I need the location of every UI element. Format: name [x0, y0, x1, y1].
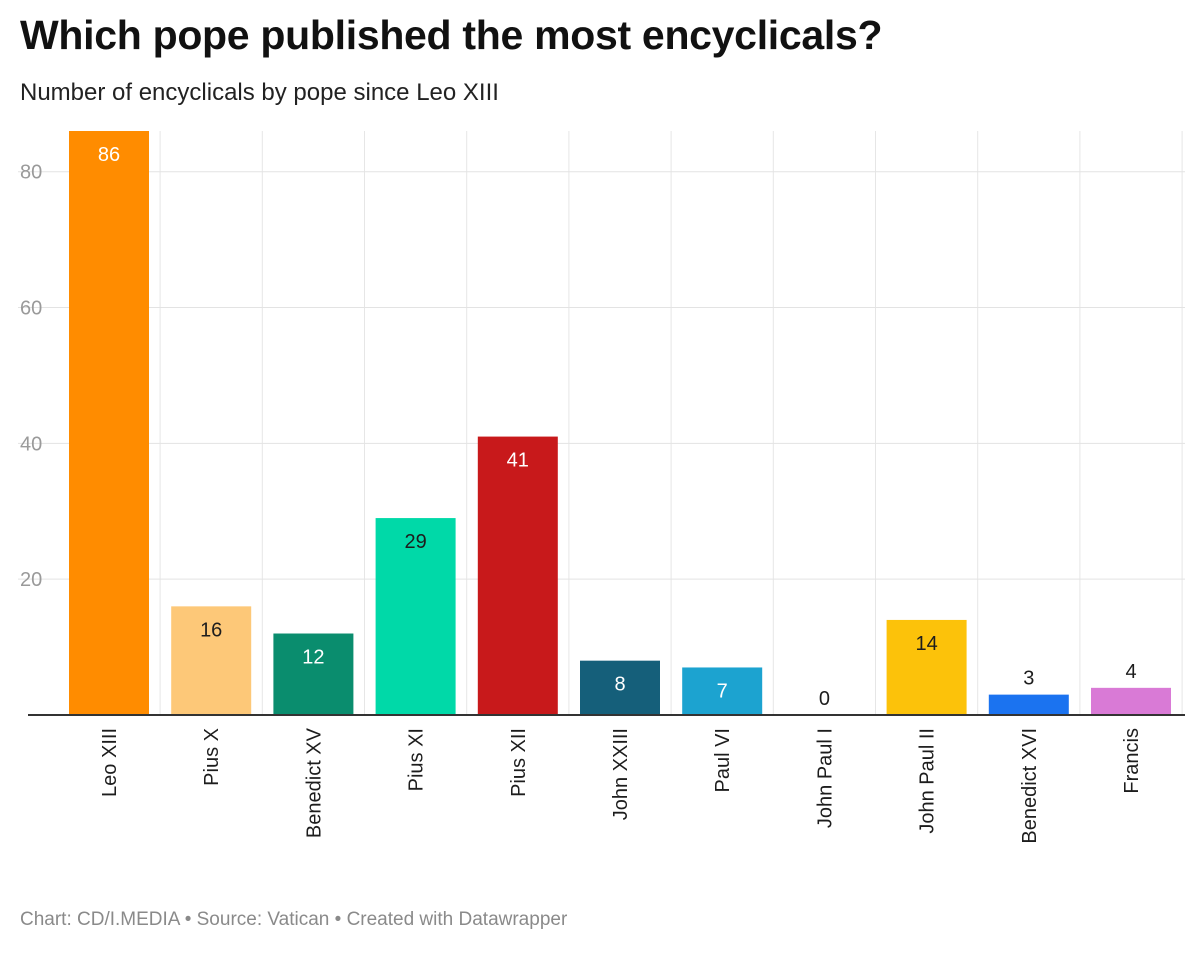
x-category-label: Paul VI	[712, 728, 734, 792]
bar-value-label: 14	[915, 633, 937, 655]
bar	[171, 606, 252, 715]
bar-value-label: 29	[404, 531, 426, 553]
x-category-label: Leo XIII	[99, 728, 121, 797]
bar	[1091, 687, 1171, 715]
x-category-label: John XXIII	[610, 728, 632, 820]
bar	[273, 633, 354, 715]
bar	[580, 660, 660, 715]
bars	[69, 131, 1171, 715]
x-category-label: Francis	[1121, 728, 1143, 794]
chart-subtitle: Number of encyclicals by pope since Leo …	[20, 79, 499, 106]
y-tick-label: 40	[20, 433, 42, 455]
bar-value-label: 16	[200, 619, 222, 641]
x-category-label: Pius XII	[508, 728, 530, 797]
bar-value-label: 4	[1125, 661, 1136, 683]
x-category-label: Benedict XV	[303, 727, 325, 838]
y-tick-label: 20	[20, 569, 42, 591]
bar-value-label: 8	[614, 674, 625, 696]
y-tick-label: 60	[20, 298, 42, 320]
bar-value-label: 86	[98, 144, 120, 166]
chart-title: Which pope published the most encyclical…	[20, 12, 883, 58]
footer-credits: Chart: CD/I.MEDIA • Source: Vatican • Cr…	[20, 909, 568, 930]
bar	[886, 619, 967, 715]
x-category-label: Benedict XVI	[1019, 728, 1041, 844]
bar-value-label: 7	[717, 680, 728, 702]
bar	[477, 436, 558, 715]
bar	[682, 667, 763, 715]
bar	[988, 694, 1069, 715]
bar-value-label: 3	[1023, 668, 1034, 690]
bar	[375, 518, 456, 715]
bar-value-label: 12	[302, 647, 324, 669]
bar-value-label: 41	[507, 450, 529, 472]
gridlines	[18, 131, 1185, 715]
x-category-label: Pius XI	[406, 728, 428, 791]
x-category-label: John Paul I	[814, 728, 836, 828]
bar-value-label: 0	[819, 688, 830, 710]
x-category-label: John Paul II	[917, 728, 939, 834]
y-tick-label: 80	[20, 162, 42, 184]
bar	[69, 131, 149, 715]
x-category-label: Pius X	[201, 728, 223, 786]
